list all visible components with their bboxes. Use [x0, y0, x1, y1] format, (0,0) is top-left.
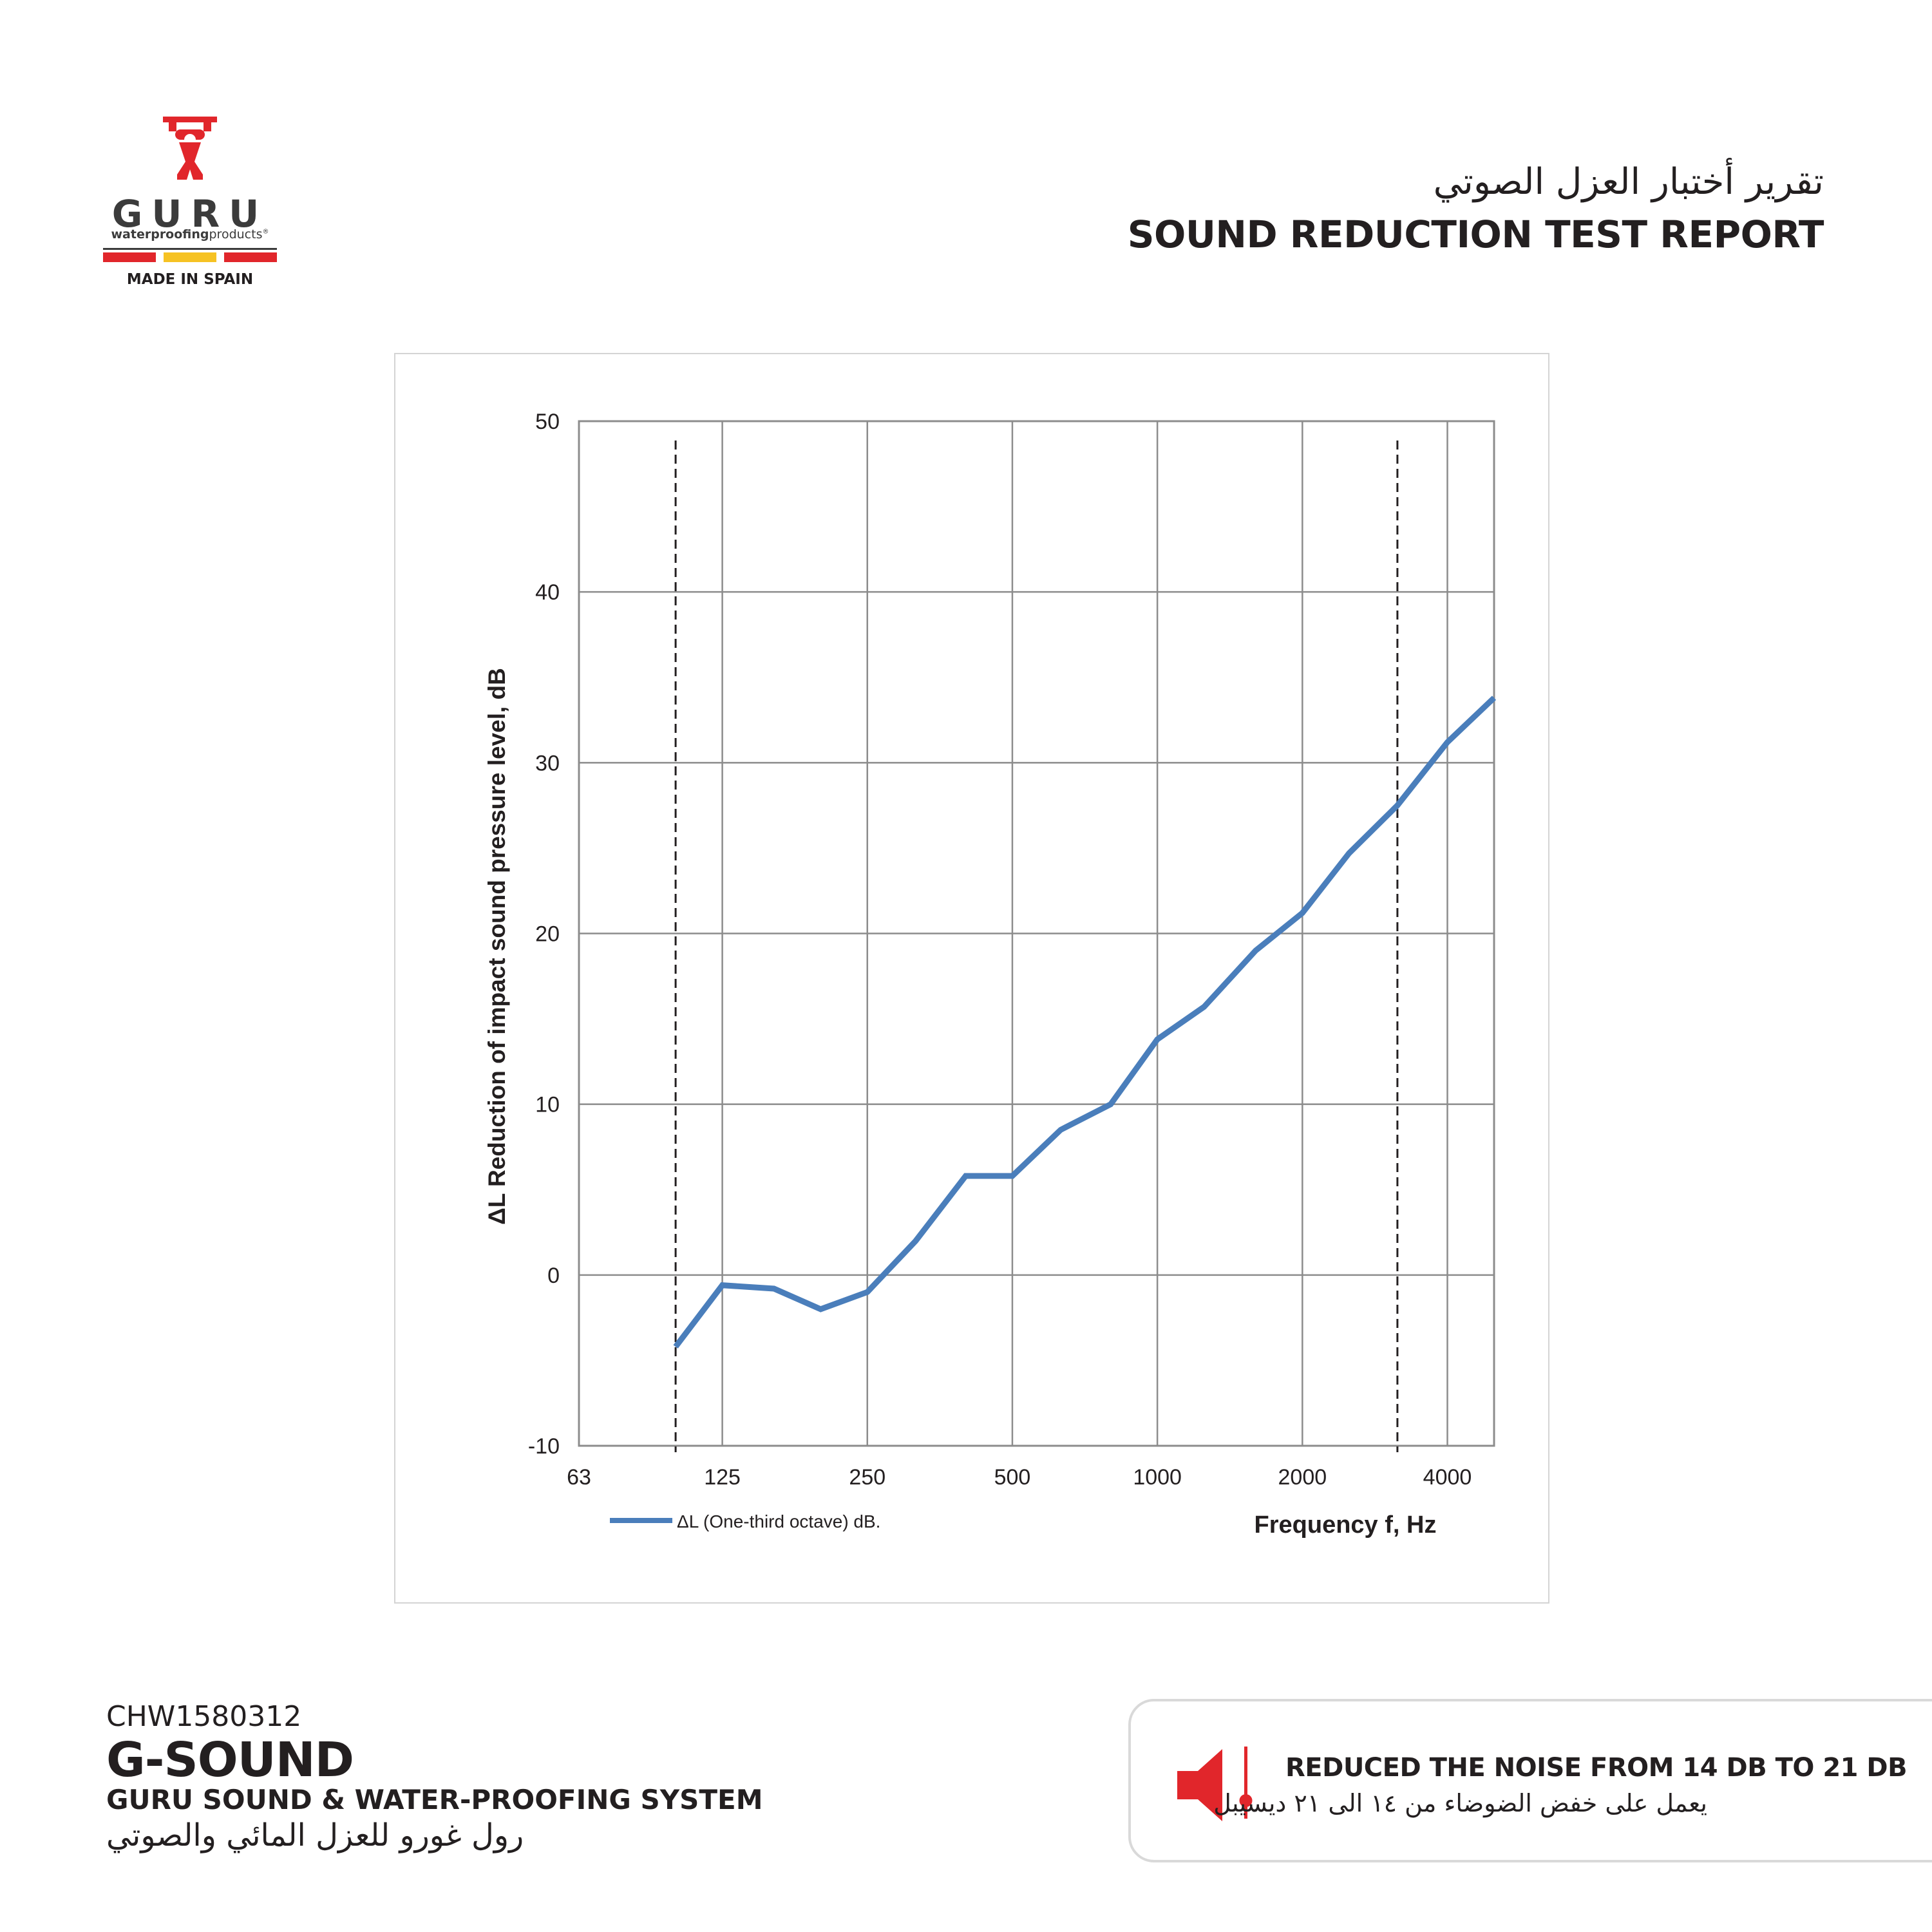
x-tick-label: 1000: [1133, 1465, 1182, 1490]
y-tick-label: 40: [535, 580, 560, 605]
noise-reduction-card: REDUCED THE NOISE FROM 14 DB TO 21 DB يع…: [1128, 1699, 1932, 1862]
data-point: [915, 1240, 916, 1242]
legend-label: ΔL (One-third octave) dB.: [677, 1511, 880, 1531]
impact-sound-chart: 50 40 30 20 10 0 -10 63 125 250 500 1000 2000 4000 ΔL …: [484, 410, 1497, 1539]
brand-tagline: waterproofingproducts®: [111, 227, 269, 242]
y-tick-label: 50: [535, 410, 560, 434]
brand-name: GURU: [111, 192, 269, 236]
product-name: G-SOUND: [106, 1732, 354, 1788]
report-title: SOUND REDUCTION TEST REPORT: [1127, 213, 1824, 256]
x-tick-label: 63: [567, 1465, 591, 1490]
data-point: [965, 1175, 966, 1177]
product-code: CHW1580312: [106, 1700, 302, 1733]
y-tick-label: 30: [535, 751, 560, 775]
x-tick-label: 4000: [1423, 1465, 1472, 1490]
series-line: [673, 696, 1497, 1349]
report-title-arabic: تقرير أختبار العزل الصوتي: [1433, 161, 1824, 203]
y-tick-label: 0: [547, 1264, 560, 1288]
guru-logo: GURU waterproofingproducts® MADE IN SPAI…: [97, 113, 283, 299]
y-tick-label: 10: [535, 1093, 560, 1117]
data-point: [1493, 697, 1495, 699]
data-point: [1447, 742, 1448, 743]
made-in-spain: MADE IN SPAIN: [126, 271, 254, 288]
x-tick-label: 500: [994, 1465, 1031, 1490]
y-axis-label: ΔL Reduction of impact sound pressure le…: [484, 668, 510, 1225]
x-axis-label: Frequency f, Hz: [1255, 1511, 1437, 1539]
speaker-icon: [1177, 1747, 1253, 1821]
logo-mark-icon: [163, 117, 217, 180]
noise-reduction-text: REDUCED THE NOISE FROM 14 DB TO 21 DB: [1285, 1753, 1908, 1783]
y-tick-label: 20: [535, 922, 560, 947]
x-tick-label: 2000: [1278, 1465, 1327, 1490]
noise-reduction-text-arabic: يعمل على خفض الضوضاء من ١٤ الى ٢١ ديسيبل: [1213, 1789, 1707, 1817]
product-subtitle-arabic: رول غورو للعزل المائي والصوتي: [106, 1817, 524, 1853]
x-tick-label: 250: [849, 1465, 886, 1490]
x-tick-label: 125: [704, 1465, 741, 1490]
spain-flag-bar: [103, 248, 277, 262]
product-subtitle: GURU SOUND & WATER-PROOFING SYSTEM: [106, 1784, 763, 1815]
chart-panel: 50 40 30 20 10 0 -10 63 125 250 500 1000 2000 4000 ΔL …: [394, 353, 1549, 1604]
y-tick-label: -10: [528, 1434, 560, 1459]
